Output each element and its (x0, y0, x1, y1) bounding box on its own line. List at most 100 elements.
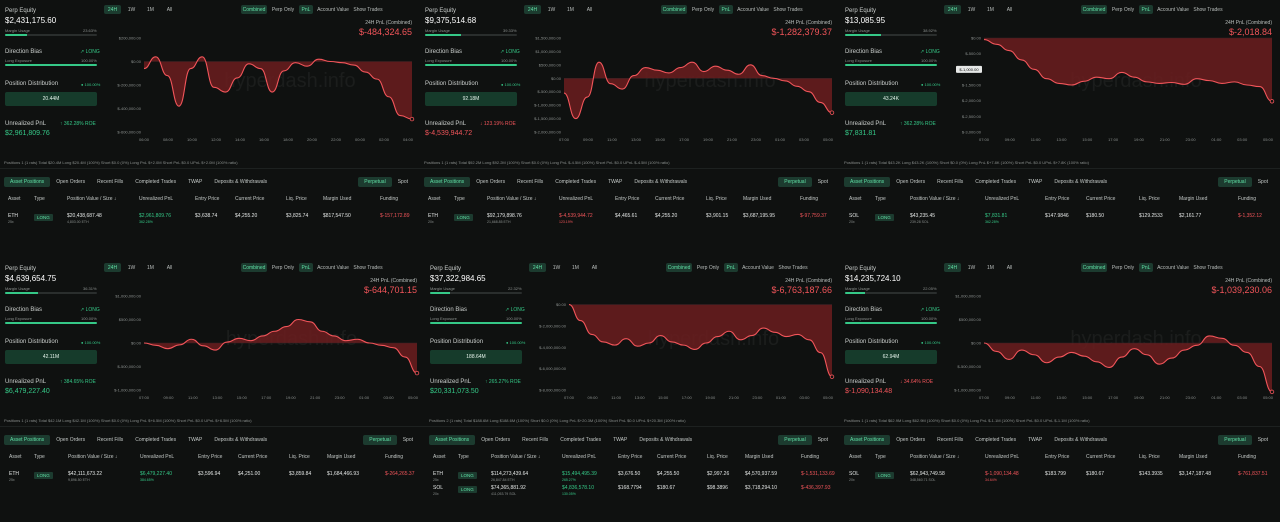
mode-account-value[interactable]: Account Value (1157, 6, 1189, 13)
tab-open-orders[interactable]: Open Orders (481, 437, 511, 443)
mode-show-trades[interactable]: Show Trades (1193, 6, 1223, 13)
mode-pnl[interactable]: PnL (1139, 263, 1153, 272)
tab-asset-positions[interactable]: Asset Positions (844, 435, 891, 445)
tab-recent-fills[interactable]: Recent Fills (937, 437, 964, 443)
tab-twap[interactable]: TWAP (1028, 179, 1043, 185)
toggle-spot[interactable]: Spot (402, 437, 413, 443)
range-1w[interactable]: 1W (127, 264, 136, 271)
toggle-perpetual[interactable]: Perpetual (1218, 177, 1252, 187)
tab-completed-trades[interactable]: Completed Trades (975, 179, 1017, 185)
mode-combined[interactable]: Combined (666, 263, 692, 272)
toggle-spot[interactable]: Spot (1257, 437, 1268, 443)
range-1w[interactable]: 1W (127, 6, 136, 13)
mode-combined[interactable]: Combined (661, 5, 687, 14)
range-24h[interactable]: 24H (524, 5, 541, 14)
range-1w[interactable]: 1W (967, 6, 976, 13)
tab-asset-positions[interactable]: Asset Positions (844, 177, 891, 187)
tab-twap[interactable]: TWAP (1028, 437, 1043, 443)
mode-show-trades[interactable]: Show Trades (353, 6, 383, 13)
mode-account-value[interactable]: Account Value (1157, 264, 1189, 271)
mode-account-value[interactable]: Account Value (317, 6, 349, 13)
toggle-spot[interactable]: Spot (817, 437, 828, 443)
mode-account-value[interactable]: Account Value (737, 6, 769, 13)
tab-deposits-withdrawals[interactable]: Deposits & Withdrawals (214, 179, 268, 185)
toggle-perpetual[interactable]: Perpetual (363, 435, 397, 445)
tab-completed-trades[interactable]: Completed Trades (560, 437, 602, 443)
mode-combined[interactable]: Combined (1081, 263, 1107, 272)
range-24h[interactable]: 24H (529, 263, 546, 272)
tab-twap[interactable]: TWAP (608, 179, 623, 185)
mode-show-trades[interactable]: Show Trades (773, 6, 803, 13)
range-1m[interactable]: 1M (567, 6, 574, 13)
tab-deposits-withdrawals[interactable]: Deposits & Withdrawals (639, 437, 693, 443)
range-24h[interactable]: 24H (104, 5, 121, 14)
range-1w[interactable]: 1W (967, 264, 976, 271)
range-all[interactable]: All (591, 264, 598, 271)
tab-recent-fills[interactable]: Recent Fills (517, 179, 544, 185)
range-1m[interactable]: 1M (147, 264, 154, 271)
toggle-spot[interactable]: Spot (1257, 179, 1268, 185)
mode-show-trades[interactable]: Show Trades (1193, 264, 1223, 271)
range-1m[interactable]: 1M (147, 6, 154, 13)
tab-open-orders[interactable]: Open Orders (476, 179, 506, 185)
mode-combined[interactable]: Combined (241, 263, 267, 272)
range-24h[interactable]: 24H (104, 263, 121, 272)
mode-account-value[interactable]: Account Value (317, 264, 349, 271)
tab-recent-fills[interactable]: Recent Fills (937, 179, 964, 185)
tab-asset-positions[interactable]: Asset Positions (4, 177, 51, 187)
tab-twap[interactable]: TWAP (188, 437, 203, 443)
mode-perp-only[interactable]: Perp Only (691, 6, 715, 13)
range-all[interactable]: All (166, 6, 173, 13)
tab-completed-trades[interactable]: Completed Trades (135, 179, 177, 185)
mode-pnl[interactable]: PnL (1139, 5, 1153, 14)
tab-recent-fills[interactable]: Recent Fills (522, 437, 549, 443)
tab-asset-positions[interactable]: Asset Positions (4, 435, 51, 445)
tab-twap[interactable]: TWAP (613, 437, 628, 443)
tab-asset-positions[interactable]: Asset Positions (424, 177, 471, 187)
mode-pnl[interactable]: PnL (724, 263, 738, 272)
tab-deposits-withdrawals[interactable]: Deposits & Withdrawals (1054, 179, 1108, 185)
toggle-perpetual[interactable]: Perpetual (358, 177, 392, 187)
mode-pnl[interactable]: PnL (299, 263, 313, 272)
tab-deposits-withdrawals[interactable]: Deposits & Withdrawals (634, 179, 688, 185)
tab-completed-trades[interactable]: Completed Trades (555, 179, 597, 185)
range-24h[interactable]: 24H (944, 263, 961, 272)
tab-open-orders[interactable]: Open Orders (56, 437, 86, 443)
tab-twap[interactable]: TWAP (188, 179, 203, 185)
toggle-spot[interactable]: Spot (817, 179, 828, 185)
toggle-spot[interactable]: Spot (397, 179, 408, 185)
mode-pnl[interactable]: PnL (299, 5, 313, 14)
range-24h[interactable]: 24H (944, 5, 961, 14)
mode-perp-only[interactable]: Perp Only (1111, 6, 1135, 13)
mode-show-trades[interactable]: Show Trades (353, 264, 383, 271)
tab-deposits-withdrawals[interactable]: Deposits & Withdrawals (214, 437, 268, 443)
range-all[interactable]: All (166, 264, 173, 271)
mode-combined[interactable]: Combined (1081, 5, 1107, 14)
range-all[interactable]: All (586, 6, 593, 13)
range-all[interactable]: All (1006, 264, 1013, 271)
tab-deposits-withdrawals[interactable]: Deposits & Withdrawals (1054, 437, 1108, 443)
tab-completed-trades[interactable]: Completed Trades (135, 437, 177, 443)
range-1m[interactable]: 1M (987, 6, 994, 13)
tab-completed-trades[interactable]: Completed Trades (975, 437, 1017, 443)
mode-perp-only[interactable]: Perp Only (1111, 264, 1135, 271)
mode-perp-only[interactable]: Perp Only (696, 264, 720, 271)
range-1m[interactable]: 1M (987, 264, 994, 271)
range-1m[interactable]: 1M (572, 264, 579, 271)
range-1w[interactable]: 1W (547, 6, 556, 13)
toggle-perpetual[interactable]: Perpetual (1218, 435, 1252, 445)
tab-open-orders[interactable]: Open Orders (56, 179, 86, 185)
range-all[interactable]: All (1006, 6, 1013, 13)
mode-pnl[interactable]: PnL (719, 5, 733, 14)
tab-recent-fills[interactable]: Recent Fills (97, 437, 124, 443)
toggle-perpetual[interactable]: Perpetual (778, 435, 812, 445)
mode-show-trades[interactable]: Show Trades (778, 264, 808, 271)
mode-combined[interactable]: Combined (241, 5, 267, 14)
tab-recent-fills[interactable]: Recent Fills (97, 179, 124, 185)
toggle-perpetual[interactable]: Perpetual (778, 177, 812, 187)
mode-account-value[interactable]: Account Value (742, 264, 774, 271)
mode-perp-only[interactable]: Perp Only (271, 264, 295, 271)
tab-open-orders[interactable]: Open Orders (896, 437, 926, 443)
tab-asset-positions[interactable]: Asset Positions (429, 435, 476, 445)
mode-perp-only[interactable]: Perp Only (271, 6, 295, 13)
